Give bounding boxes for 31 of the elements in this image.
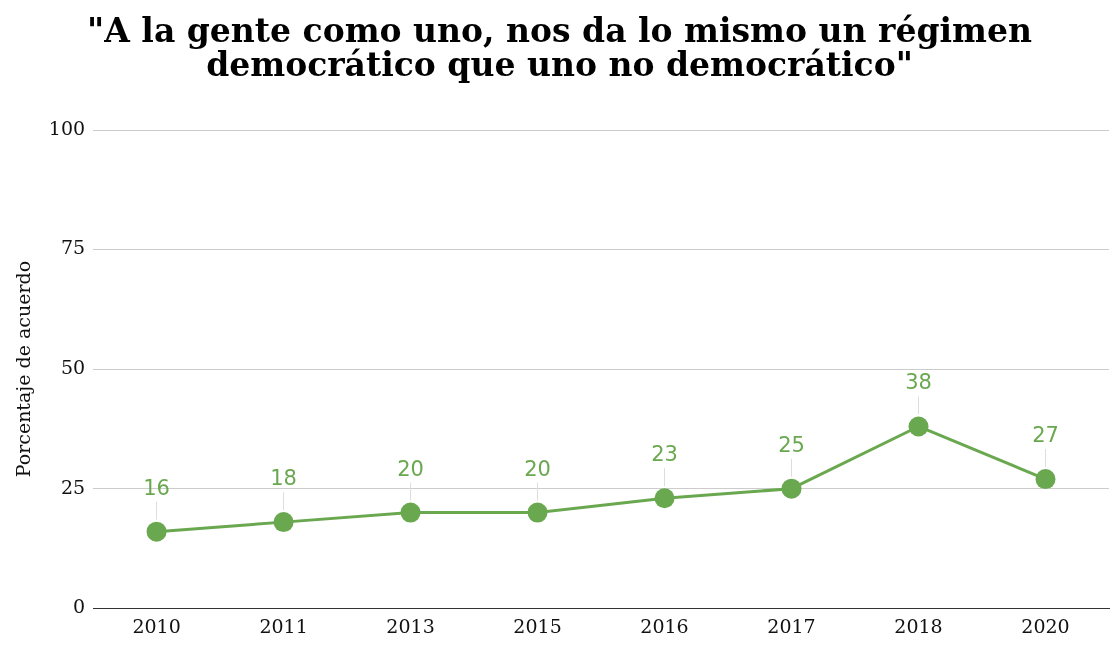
point: [400, 502, 421, 523]
point: [527, 502, 548, 523]
x-tick-label: 2020: [1021, 614, 1070, 637]
data-label: 23: [651, 442, 678, 467]
y-tick-label: 0: [72, 595, 86, 618]
data-label: 20: [397, 456, 424, 481]
x-tick-label: 2015: [513, 614, 562, 637]
point: [781, 478, 802, 499]
x-tick-label: 2013: [386, 614, 435, 637]
data-label: 16: [143, 475, 170, 500]
y-tick-label: 100: [48, 116, 86, 139]
y-axis-title: Porcentaje de acuerdo: [12, 260, 35, 478]
data-label: 27: [1032, 423, 1059, 448]
x-tick-label: 2016: [640, 614, 689, 637]
y-tick-label: 50: [60, 356, 86, 379]
x-tick-label: 2017: [767, 614, 816, 637]
point: [273, 512, 294, 533]
point: [1035, 469, 1056, 490]
point: [908, 416, 929, 437]
chart-title: "A la gente como uno, nos da lo mismo un régimen democrático que uno no democrático": [86, 11, 1033, 86]
x-tick-label: 2011: [259, 614, 308, 637]
data-label: 18: [270, 466, 297, 491]
data-label: 25: [778, 432, 805, 457]
x-tick-label: 2010: [132, 614, 181, 637]
data-label: 20: [524, 456, 551, 481]
data-label: 38: [905, 370, 932, 395]
y-tick-label: 75: [60, 236, 86, 259]
x-tick-label: 2018: [894, 614, 943, 637]
point: [146, 521, 167, 542]
point: [654, 488, 675, 509]
y-tick-label: 25: [60, 475, 86, 498]
